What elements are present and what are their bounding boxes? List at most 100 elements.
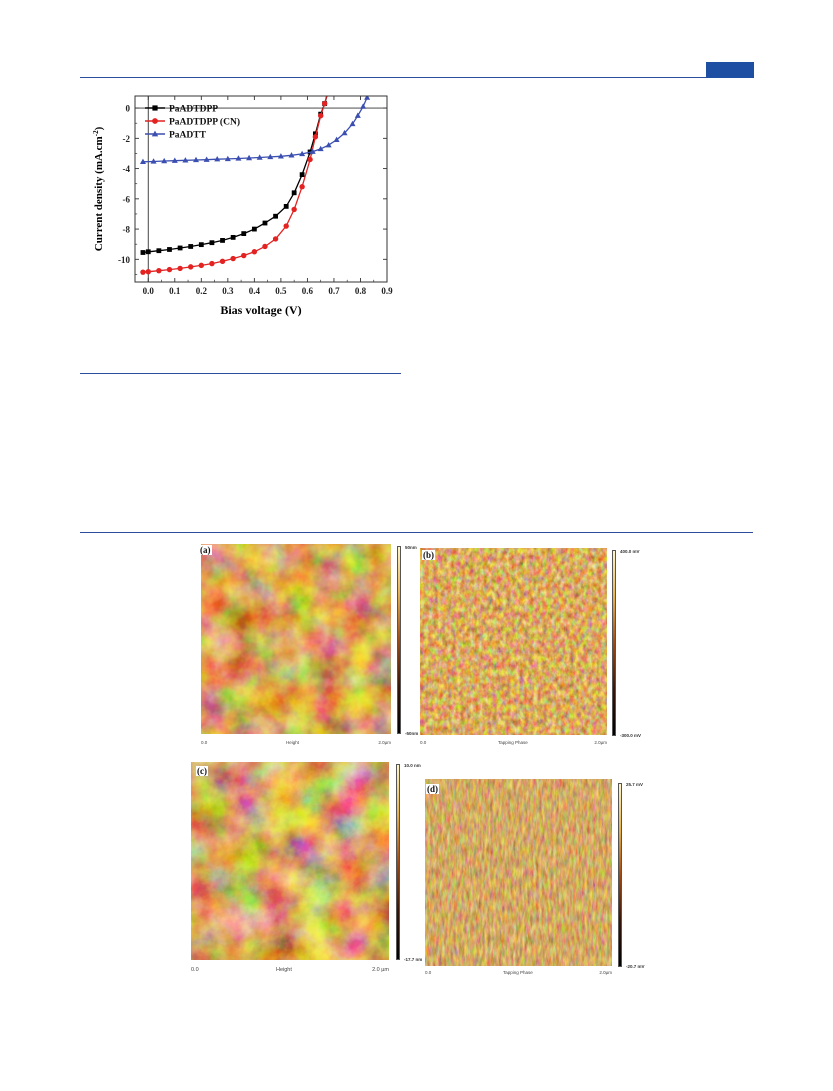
afm-colorbar-b: 400.0 mV -300.0 mV [612,549,641,738]
data-point-2-15 [299,150,306,157]
data-point-2-24 [364,96,371,100]
data-point-2-13 [277,153,284,159]
data-point-2-8 [224,155,231,162]
afm-footer-c: 0.0 Height 2.0 µm [191,967,389,975]
data-point-1-10 [241,252,247,259]
caption-rule [80,373,401,374]
x-tick-label-4: 0.4 [249,286,261,296]
data-point-0-0 [140,250,146,255]
data-point-2-12 [267,153,274,160]
legend-label-1: PaADTDPP (CN) [169,117,240,128]
data-point-2-14 [288,152,295,158]
page-number-tab [706,62,754,78]
series-line-1 [142,96,328,273]
panel-label-d: (d) [426,784,439,794]
data-point-0-9 [230,234,236,240]
afm-colorbar-c: 10.0 nm -17.7 nm [396,763,422,962]
data-point-1-19 [317,112,324,119]
y-tick-label-1: -2 [123,134,131,144]
data-point-0-16 [299,172,305,178]
data-point-2-16 [309,148,316,154]
y-tick-label-4: -8 [123,225,131,235]
y-axis-label-main: Current density (mA.cm [93,136,105,251]
data-point-1-2 [156,267,162,274]
series-group [139,88,371,275]
x-tick-label-8: 0.8 [355,286,367,296]
data-point-0-18 [312,131,318,137]
series-line-0 [142,96,328,254]
jv-curve-svg: 0.0 0.1 0.2 0.3 0.4 0.5 0.6 0.7 0.8 0.9 0 -2 -4 -6 -8 -… [92,88,393,317]
colorbar-min-a: -50nm [405,731,419,736]
data-point-1-6 [198,262,205,269]
data-point-1-4 [177,265,183,272]
legend-marker-2 [151,130,159,137]
data-point-0-21 [326,88,331,93]
data-point-0-8 [220,238,225,243]
afm-image-c [191,762,389,960]
data-point-2-18 [325,141,332,148]
data-point-1-20 [321,100,328,107]
data-point-0-5 [188,244,194,249]
data-point-1-14 [283,223,289,229]
data-point-2-1 [150,158,157,164]
colorbar-max-c: 10.0 nm [404,763,421,768]
data-point-0-10 [241,231,247,237]
data-point-1-5 [188,264,194,270]
data-point-2-5 [193,156,200,163]
x-axis-label: Bias voltage (V) [220,303,301,317]
jv-curve-chart: 0.0 0.1 0.2 0.3 0.4 0.5 0.6 0.7 0.8 0.9 0 -2 -4 -6 -8 -… [88,86,398,326]
data-point-2-23 [360,103,367,109]
legend-label-0: PaADTDPP [169,105,218,115]
data-point-0-7 [209,240,215,246]
data-point-0-1 [145,249,151,255]
afm-footer-a: 0.0 Height 2.0µm [201,740,391,748]
section-rule [80,532,753,533]
data-point-2-10 [246,154,253,161]
colorbar-min-d: -20.7 mV [626,964,645,969]
y-axis-label-close: ) [93,126,105,130]
data-point-0-12 [262,220,268,226]
plot-frame [134,95,388,283]
footer-right-d: 2.0µm [599,970,612,975]
panel-label-c: (c) [196,766,208,776]
colorbar-min-b: -300.0 mV [620,733,642,738]
data-point-2-19 [333,136,340,143]
x-tick-label-5: 0.5 [275,286,287,296]
afm-image-b [420,548,607,735]
data-point-1-0 [140,269,146,275]
data-point-1-15 [291,206,297,213]
colorbar-min-c: -17.7 nm [404,957,423,962]
data-point-2-3 [171,157,178,163]
y-axis-label-superscript: -2 [92,130,100,136]
x-tick-label-3: 0.3 [222,286,234,296]
data-point-2-6 [203,156,210,162]
data-point-1-3 [166,266,173,273]
afm-panel-d: (d) 25.7 mV -20.7 mV 0.0 Tapping Phase 2… [422,779,652,979]
footer-right-b: 2.0µm [594,740,607,745]
legend-marker-0 [152,105,158,111]
footer-right-c: 2.0 µm [372,967,389,973]
data-point-1-13 [272,236,279,242]
data-point-1-16 [299,184,305,190]
data-point-2-9 [235,155,242,161]
x-tick-label-2: 0.2 [196,286,208,296]
afm-colorbar-d: 25.7 mV -20.7 mV [618,782,645,969]
x-tick-label-9: 0.9 [381,286,393,296]
data-point-1-17 [307,156,313,163]
afm-colorbar-a: 50nm -50nm [397,545,418,736]
data-point-2-4 [182,157,189,163]
x-tick-label-6: 0.6 [302,286,314,296]
panel-label-b: (b) [422,550,435,560]
afm-panel-b: (b) 400.0 mV -300.0 mV 0.0 Tapping Phase… [414,548,644,750]
afm-image-d [425,779,612,966]
x-tick-label-7: 0.7 [328,286,340,296]
data-point-1-18 [312,134,319,140]
afm-panel-c: (c) 10.0 nm -17.7 nm 0.0 Height 2.0 µm [186,762,422,978]
afm-footer-d: 0.0 Tapping Phase 2.0µm [425,970,612,978]
data-point-0-15 [291,190,297,196]
data-point-0-2 [156,248,162,254]
data-point-1-8 [219,258,226,264]
panel-label-a: (a) [199,545,212,555]
data-point-2-21 [349,120,356,127]
afm-footer-b: 0.0 Tapping Phase 2.0µm [420,740,607,748]
